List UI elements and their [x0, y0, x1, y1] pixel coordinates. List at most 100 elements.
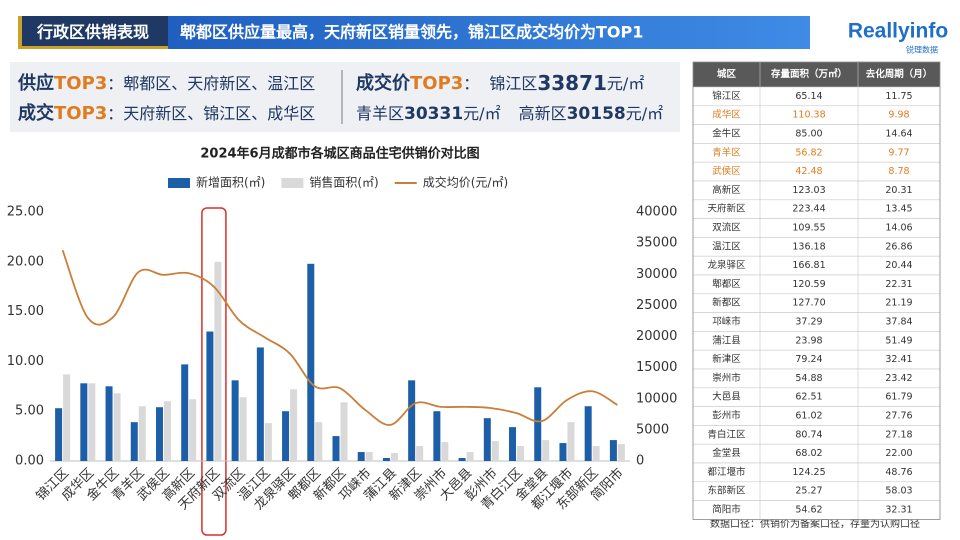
bar [357, 452, 365, 461]
table-cell: 崇州市 [712, 372, 741, 384]
table-cell: 20.44 [885, 260, 912, 271]
bar [88, 383, 96, 461]
legend-swatch [168, 178, 190, 188]
table-cell: 青羊区 [712, 146, 741, 158]
table-cell: 22.31 [885, 279, 912, 290]
table-cell: 23.42 [885, 373, 912, 384]
table-cell: 彭州市 [712, 410, 741, 422]
table-cell: 223.44 [792, 204, 825, 215]
table-cell: 136.18 [792, 241, 825, 252]
table-cell: 166.81 [792, 260, 825, 271]
table: 城区 存量面积（万㎡） 去化周期（月） 锦江区 65.14 11.75 成华区 110.38 9… [692, 61, 941, 520]
y2-tick-label: 40000 [636, 205, 677, 220]
bar [491, 441, 499, 461]
bar [441, 442, 449, 461]
bar [256, 347, 264, 461]
table-cell: 68.02 [795, 448, 822, 459]
y2-tick-label: 30000 [636, 267, 677, 282]
section-title: 行政区供销表现 [36, 23, 149, 42]
table-cell: 郫都区 [712, 278, 741, 290]
table-cell: 锦江区 [712, 90, 741, 102]
price-value: 30158 [567, 104, 626, 124]
price-unit: 元/㎡ [463, 104, 500, 123]
chart: 0.00 5.00 10.00 15.00 20.00 25.00 0 5000 10000 15… [7, 175, 677, 536]
table-cell: 42.48 [795, 166, 822, 177]
legend-label: 销售面积(㎡) [309, 175, 378, 190]
summary-text: ：郫都区、天府新区、温江区 [107, 74, 315, 93]
y2-tick-label: 20000 [636, 329, 677, 344]
bar [130, 422, 138, 461]
table-cell: 邛崃市 [712, 316, 741, 328]
bar [332, 436, 340, 461]
price-unit: 元/㎡ [626, 104, 663, 123]
price-district: 青羊区 [356, 104, 404, 123]
headline: 郫都区供应量最高，天府新区销量领先，锦江区成交均价为TOP1 [180, 23, 643, 42]
y2-tick-label: 15000 [636, 360, 677, 375]
price-district: 高新区 [519, 104, 567, 123]
bar [416, 446, 424, 461]
table-cell: 高新区 [712, 184, 741, 196]
table-cell: 58.03 [885, 486, 912, 497]
bar [458, 458, 466, 461]
table-cell: 14.06 [885, 223, 912, 234]
bar [138, 406, 146, 461]
table-cell: 127.70 [792, 298, 825, 309]
table-cell: 都江堰市 [707, 466, 746, 478]
table-cell: 青白江区 [707, 428, 746, 440]
section-box [18, 16, 168, 49]
bar [181, 364, 189, 461]
table-cell: 37.84 [885, 317, 912, 328]
section-accent [18, 16, 22, 49]
table-cell: 80.74 [795, 429, 822, 440]
bar [559, 443, 567, 461]
bar [307, 263, 315, 461]
bar [206, 331, 214, 461]
table-cell: 双流区 [712, 222, 741, 234]
table-header: 去化周期（月） [866, 68, 933, 80]
y-tick-label: 20.00 [7, 254, 44, 269]
bar [365, 452, 373, 461]
table-cell: 32.31 [885, 505, 912, 516]
table-cell: 48.76 [885, 467, 912, 478]
y-tick-label: 5.00 [15, 404, 44, 419]
summary-highlight: TOP3 [410, 73, 463, 94]
bar [509, 427, 517, 461]
bar [382, 458, 390, 461]
bar [542, 440, 550, 461]
summary-sales: 成交TOP3：天府新区、锦江区、成华区 [18, 102, 315, 124]
y2-tick-label: 25000 [636, 298, 677, 313]
table-cell: 124.25 [792, 467, 825, 478]
table-cell: 27.18 [885, 429, 912, 440]
table-cell: 79.24 [795, 354, 822, 365]
table-cell: 8.78 [888, 166, 909, 177]
price-value: 30331 [404, 104, 463, 124]
table-header: 城区 [717, 68, 737, 80]
chart-title: 2024年6月成都市各城区商品住宅供销价对比图 [200, 146, 479, 162]
summary-label: 成交价 [356, 72, 411, 94]
table-cell: 109.55 [792, 223, 825, 234]
table-cell: 14.64 [885, 129, 912, 140]
table-cell: 23.98 [795, 335, 822, 346]
price-district: 锦江区 [489, 74, 537, 93]
table-cell: 54.88 [795, 373, 822, 384]
summary-box [10, 62, 680, 132]
table-cell: 温江区 [712, 241, 741, 252]
bar [567, 422, 575, 461]
summary-supply: 供应TOP3：郫都区、天府新区、温江区 [17, 72, 315, 94]
bar [390, 453, 398, 461]
table-cell: 61.79 [885, 392, 912, 403]
y2-tick-label: 5000 [636, 422, 669, 437]
table-border [692, 61, 941, 520]
bar [290, 389, 298, 461]
bar [584, 406, 592, 461]
bar [163, 401, 171, 461]
table-cell: 51.49 [885, 335, 912, 346]
y-tick-label: 0.00 [15, 454, 44, 469]
table-cell: 32.41 [885, 354, 912, 365]
bar [483, 418, 491, 461]
table-cell: 27.76 [885, 411, 912, 422]
highlight-frame [201, 207, 227, 536]
table-cell: 56.82 [795, 147, 822, 158]
table-cell: 37.29 [795, 317, 822, 328]
